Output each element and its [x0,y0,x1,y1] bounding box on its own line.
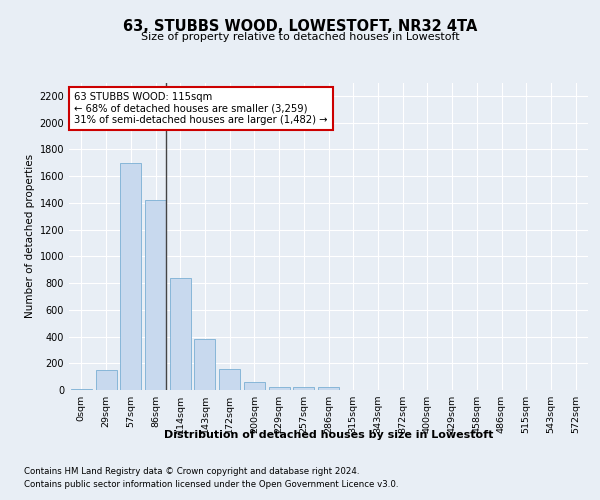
Bar [318,387,339,390]
Bar [71,388,92,390]
Bar [170,278,191,390]
Bar [120,162,141,390]
Bar [145,200,166,390]
Bar [95,370,116,390]
Text: Size of property relative to detached houses in Lowestoft: Size of property relative to detached ho… [140,32,460,42]
Text: Contains HM Land Registry data © Crown copyright and database right 2024.: Contains HM Land Registry data © Crown c… [24,468,359,476]
Bar [194,339,215,390]
Bar [293,387,314,390]
Text: 63, STUBBS WOOD, LOWESTOFT, NR32 4TA: 63, STUBBS WOOD, LOWESTOFT, NR32 4TA [123,19,477,34]
Text: 63 STUBBS WOOD: 115sqm
← 68% of detached houses are smaller (3,259)
31% of semi-: 63 STUBBS WOOD: 115sqm ← 68% of detached… [74,92,328,125]
Bar [269,386,290,390]
Y-axis label: Number of detached properties: Number of detached properties [25,154,35,318]
Bar [219,368,240,390]
Text: Contains public sector information licensed under the Open Government Licence v3: Contains public sector information licen… [24,480,398,489]
Text: Distribution of detached houses by size in Lowestoft: Distribution of detached houses by size … [164,430,493,440]
Bar [244,382,265,390]
